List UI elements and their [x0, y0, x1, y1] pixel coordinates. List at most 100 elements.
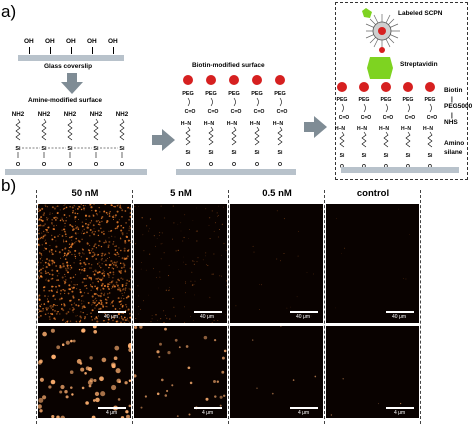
oxygen-label: O — [255, 162, 259, 168]
linker-chain — [429, 103, 432, 113]
fluorescent-spot — [192, 220, 194, 221]
fluorescent-spot — [91, 255, 94, 258]
fluorescent-spot — [92, 300, 94, 302]
fluorescent-spot — [120, 297, 122, 299]
fluorescent-spot — [91, 210, 93, 212]
fluorescent-spot — [43, 249, 45, 252]
fluorescent-spot — [108, 240, 111, 243]
fluorescent-spot — [92, 251, 94, 254]
fluorescent-spot — [101, 304, 104, 307]
peg-label: PEG — [381, 97, 392, 103]
fluorescent-spot — [120, 321, 122, 323]
fluorescent-spot — [80, 204, 82, 205]
fluorescent-spot — [117, 398, 121, 401]
fluorescent-spot — [121, 233, 124, 236]
fluorescent-spot — [194, 280, 196, 282]
fluorescent-spot — [74, 212, 77, 215]
fluorescent-spot — [112, 268, 115, 270]
fluorescent-spot — [83, 300, 85, 302]
fluorescent-spot — [92, 399, 96, 402]
fluorescent-spot — [177, 249, 179, 252]
fluorescent-spot — [94, 318, 96, 320]
fluorescent-spot — [47, 272, 49, 273]
fluorescent-spot — [118, 247, 120, 249]
fluorescent-spot — [169, 318, 171, 320]
fluorescent-spot — [75, 234, 77, 236]
fluorescent-spot — [156, 237, 158, 239]
fluorescent-spot — [146, 225, 148, 227]
fluorescent-spot — [47, 226, 50, 229]
fluorescent-spot — [57, 289, 59, 291]
fluorescent-spot — [71, 239, 73, 241]
fluorescent-spot — [65, 240, 68, 243]
fluorescent-spot — [122, 226, 125, 229]
oxygen-label: O — [209, 162, 213, 168]
fluorescent-spot — [86, 274, 89, 277]
fluorescent-spot — [65, 219, 67, 222]
fluorescent-spot — [125, 235, 128, 238]
fluorescent-spot — [55, 206, 57, 208]
biotin-dot — [359, 82, 369, 92]
fluorescent-spot — [55, 240, 57, 242]
micrograph-control-40um: 40 μm — [326, 204, 419, 323]
fluorescent-spot — [69, 276, 72, 280]
fluorescent-spot — [82, 311, 84, 314]
fluorescent-spot — [87, 223, 90, 226]
silicon-label: Si — [384, 153, 389, 159]
fluorescent-spot — [47, 262, 50, 265]
fluorescent-spot — [108, 266, 110, 269]
fluorescent-spot — [92, 224, 95, 227]
fluorescent-spot — [43, 303, 46, 305]
fluorescent-spot — [214, 395, 217, 398]
divider-line — [228, 190, 229, 424]
fluorescent-spot — [102, 232, 105, 235]
oh-label: OH — [87, 38, 97, 45]
fluorescent-spot — [121, 278, 123, 280]
fluorescent-spot — [72, 211, 74, 214]
fluorescent-spot — [117, 286, 119, 287]
fluorescent-spot — [92, 282, 94, 284]
panel-a-label: a) — [1, 2, 17, 21]
fluorescent-spot — [217, 320, 219, 322]
carbonyl-label: C=O — [277, 109, 288, 115]
fluorescent-spot — [120, 300, 123, 302]
fluorescent-spot — [56, 291, 58, 294]
fluorescent-spot — [185, 281, 187, 282]
fluorescent-spot — [156, 277, 157, 278]
fluorescent-spot — [124, 289, 126, 291]
fluorescent-spot — [86, 242, 89, 245]
fluorescent-spot — [69, 236, 71, 239]
fluorescent-spot — [87, 301, 90, 304]
silicon-label: Si — [119, 146, 125, 152]
fluorescent-spot — [116, 227, 118, 230]
column-label-0-5nm: 0.5 nM — [262, 188, 292, 199]
fluorescent-spot — [76, 284, 78, 286]
fluorescent-spot — [90, 304, 93, 306]
fluorescent-spot — [159, 271, 161, 273]
fluorescent-spot — [48, 259, 51, 262]
fluorescent-spot — [112, 319, 114, 322]
fluorescent-spot — [104, 264, 107, 266]
fluorescent-spot — [209, 297, 211, 299]
fluorescent-spot — [38, 298, 41, 301]
fluorescent-spot — [81, 268, 83, 271]
fluorescent-spot — [63, 241, 65, 243]
fluorescent-spot — [119, 204, 121, 205]
fluorescent-spot — [38, 316, 40, 318]
amine-label: NH2 — [64, 111, 77, 118]
fluorescent-spot — [40, 303, 42, 305]
fluorescent-spot — [98, 254, 100, 256]
fluorescent-spot — [78, 206, 81, 208]
fluorescent-spot — [101, 272, 104, 275]
fluorescent-spot — [127, 295, 130, 298]
linker-chain — [385, 103, 388, 113]
fluorescent-spot — [90, 316, 93, 318]
fluorescent-spot — [119, 237, 122, 239]
fluorescent-spot — [126, 310, 128, 312]
fluorescent-spot — [65, 206, 68, 209]
fluorescent-spot — [49, 244, 51, 247]
fluorescent-spot — [70, 267, 73, 269]
fluorescent-spot — [63, 303, 65, 305]
fluorescent-spot — [117, 288, 120, 291]
fluorescent-spot — [38, 312, 39, 314]
